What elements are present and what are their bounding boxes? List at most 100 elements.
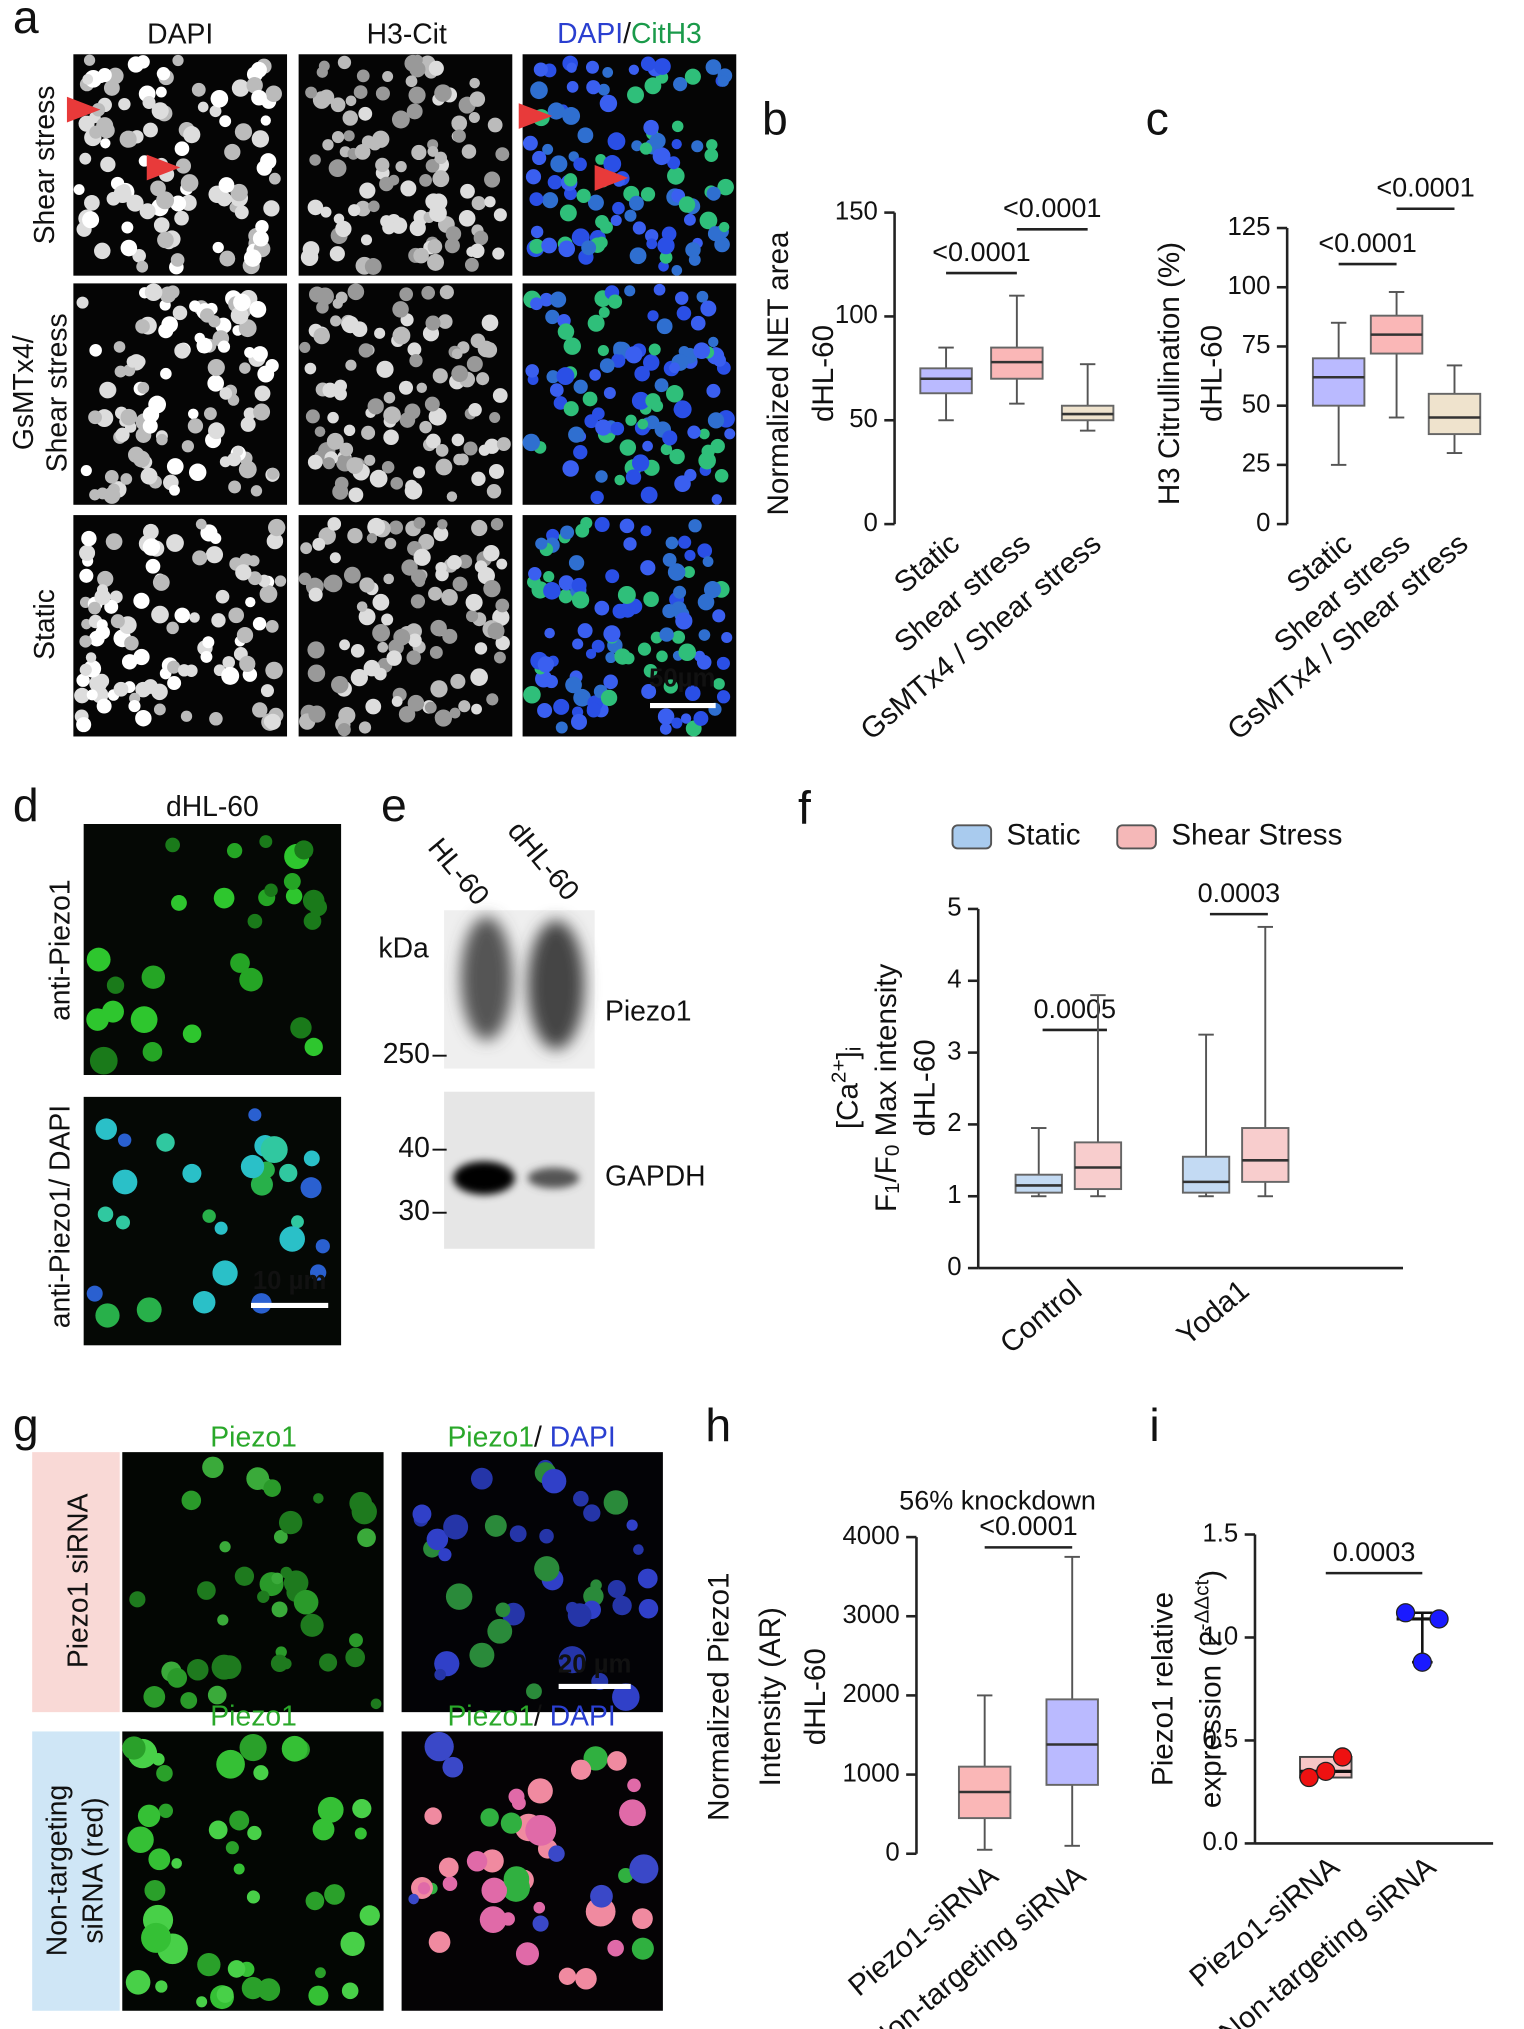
- cell: [428, 60, 444, 76]
- cell: [382, 70, 394, 82]
- cell: [308, 705, 326, 723]
- band-label: Piezo1: [605, 995, 692, 1027]
- cell: [322, 382, 338, 398]
- cell: [590, 1579, 602, 1591]
- cell: [133, 450, 151, 468]
- cell: [230, 183, 248, 202]
- cell: [663, 679, 678, 694]
- cell: [607, 132, 626, 151]
- cell: [252, 230, 269, 247]
- cell: [570, 1759, 592, 1780]
- cell: [345, 1647, 366, 1668]
- cell: [249, 300, 267, 318]
- cell: [197, 1952, 221, 1977]
- cell: [115, 1215, 131, 1230]
- cell: [576, 188, 591, 203]
- cell: [605, 652, 617, 664]
- cell: [573, 1490, 589, 1507]
- cell: [645, 415, 660, 430]
- cell: [141, 965, 166, 989]
- cell: [669, 362, 680, 374]
- cell: [329, 246, 345, 262]
- cell: [343, 566, 361, 584]
- cell: [572, 638, 584, 650]
- cell: [631, 391, 650, 410]
- cell: [675, 612, 693, 630]
- cell: [469, 1642, 495, 1668]
- cell: [113, 681, 129, 697]
- cell: [532, 150, 547, 166]
- cell: [335, 220, 352, 238]
- cell: [654, 58, 671, 75]
- cell: [222, 656, 236, 669]
- marker-label: 40: [398, 1131, 429, 1163]
- cell: [88, 601, 101, 615]
- cell: [481, 314, 499, 332]
- text-part: /: [534, 1421, 550, 1453]
- cell: [95, 1118, 118, 1140]
- cell: [151, 605, 169, 624]
- cell: [113, 185, 132, 204]
- cell: [169, 484, 180, 496]
- cell: [337, 722, 351, 737]
- cell: [427, 253, 444, 271]
- cell: [96, 698, 112, 714]
- cell: [156, 433, 168, 446]
- y-tick-label: 25: [1242, 450, 1271, 478]
- cell: [556, 367, 575, 386]
- cell: [641, 684, 657, 699]
- cell: [150, 180, 166, 197]
- cell: [310, 1264, 327, 1281]
- band-label: GAPDH: [605, 1159, 706, 1191]
- cell: [207, 374, 224, 392]
- cell: [324, 574, 343, 593]
- cell: [599, 94, 618, 113]
- cell: [294, 840, 314, 860]
- cell: [250, 485, 263, 497]
- cell: [335, 291, 348, 304]
- cell: [496, 437, 511, 452]
- point: [1412, 1652, 1432, 1672]
- cell: [247, 1825, 262, 1841]
- cell: [260, 115, 271, 126]
- cell: [313, 327, 330, 345]
- cell: [138, 683, 152, 696]
- cell: [329, 552, 341, 564]
- text-part: /: [534, 1700, 550, 1732]
- cell: [349, 1633, 363, 1648]
- cell: [202, 1456, 224, 1479]
- cell: [530, 225, 544, 239]
- cell: [199, 308, 215, 323]
- cell: [434, 709, 453, 727]
- scale-bar-label: 10 µm: [253, 1267, 326, 1295]
- cell: [106, 976, 125, 994]
- cell: [343, 424, 356, 437]
- cell: [667, 563, 686, 581]
- cell: [247, 571, 262, 586]
- cell: [343, 130, 355, 142]
- cell: [705, 59, 722, 75]
- cell: [550, 155, 568, 173]
- cell: [73, 184, 85, 196]
- cell: [607, 1939, 624, 1957]
- cell: [170, 195, 187, 212]
- cell: [105, 533, 123, 550]
- cell: [216, 1986, 234, 2003]
- cell: [358, 608, 376, 626]
- cell: [665, 536, 679, 550]
- cell: [283, 873, 301, 890]
- cell: [495, 598, 510, 613]
- cell: [555, 721, 568, 734]
- cell: [685, 242, 701, 258]
- row-label: Shear stress: [41, 313, 73, 472]
- cell: [698, 629, 711, 641]
- cell: [607, 1579, 626, 1599]
- cell: [285, 887, 303, 905]
- cell: [425, 158, 440, 173]
- cell: [685, 685, 701, 702]
- panel-letter: a: [13, 0, 39, 43]
- cell: [652, 147, 671, 166]
- cell: [79, 568, 94, 583]
- cell: [208, 1820, 228, 1840]
- cell: [263, 1479, 281, 1497]
